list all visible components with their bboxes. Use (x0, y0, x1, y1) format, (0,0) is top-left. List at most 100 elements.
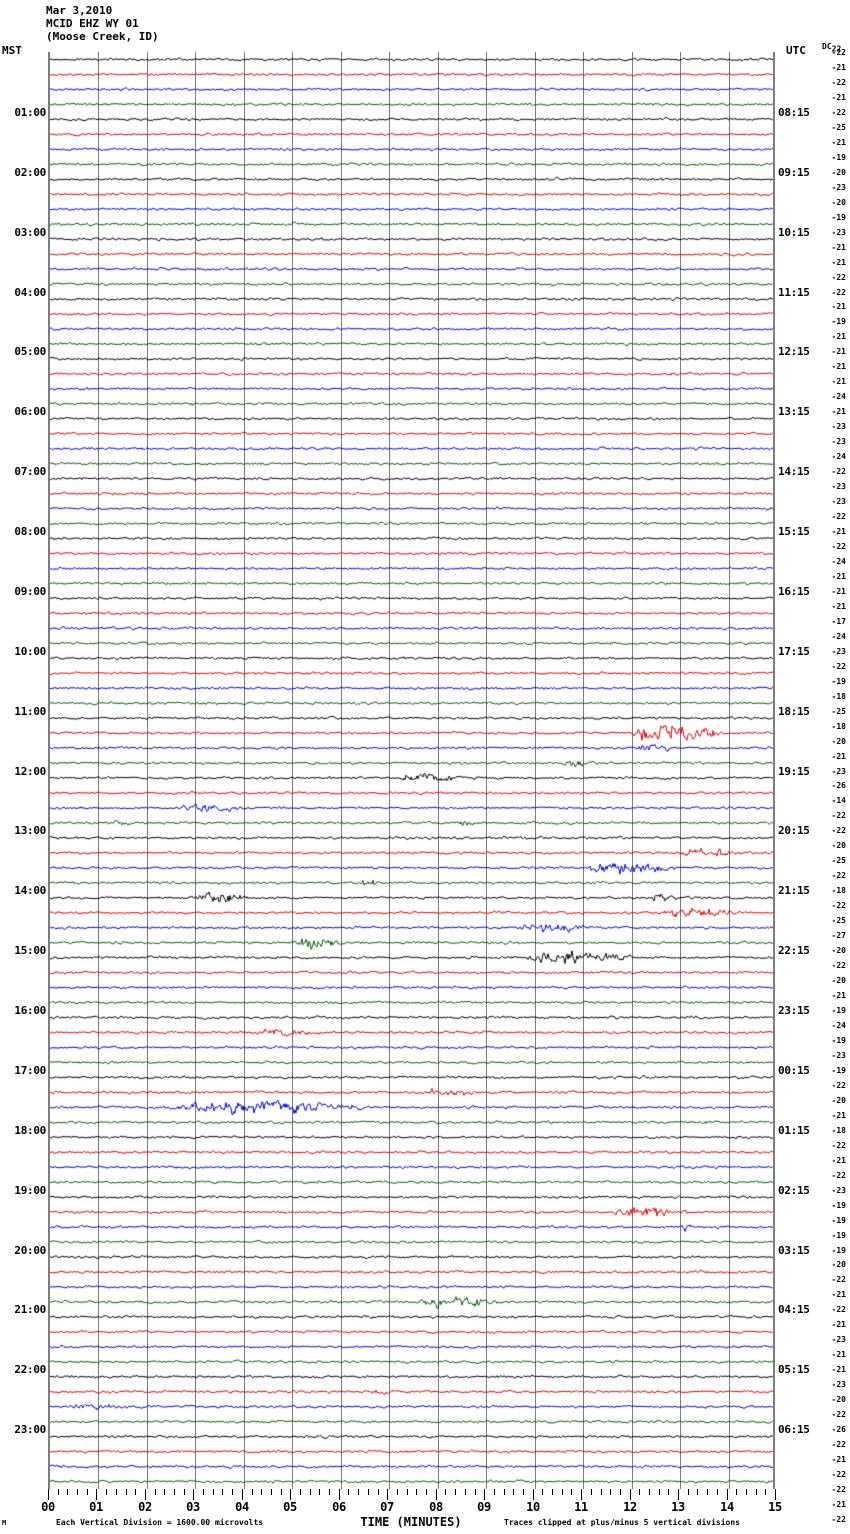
dc-value: -22 (831, 811, 846, 821)
x-tick-minor (688, 1489, 689, 1495)
dc-value: -22 (831, 1410, 846, 1420)
x-tick-minor (164, 1489, 165, 1495)
x-tick-minor (126, 1489, 127, 1495)
mst-time-label: 19:00 (14, 1183, 46, 1197)
x-tick-minor (155, 1489, 156, 1495)
x-tick-minor (668, 1489, 669, 1495)
dc-value: -19 (831, 1065, 846, 1075)
x-tick-minor (426, 1489, 427, 1495)
mst-time-label: 10:00 (14, 644, 46, 658)
header-location: (Moose Creek, ID) (46, 30, 159, 43)
x-tick-minor (445, 1489, 446, 1495)
utc-time-label: 18:15 (778, 704, 810, 718)
x-tick-major (96, 1489, 97, 1500)
x-tick-minor (184, 1489, 185, 1495)
dc-value: -21 (831, 1350, 846, 1360)
utc-time-label: 22:15 (778, 944, 810, 958)
mst-time-label: 04:00 (14, 285, 46, 299)
x-axis-tick-label: 05 (283, 1500, 297, 1514)
mst-time-label: 20:00 (14, 1243, 46, 1257)
dc-value: -22 (831, 961, 846, 971)
x-axis-tick-label: 11 (574, 1500, 588, 1514)
mst-time-label: 16:00 (14, 1004, 46, 1017)
dc-value: -22 (831, 1305, 846, 1315)
dc-value: -21 (831, 332, 846, 342)
x-tick-minor (358, 1489, 359, 1495)
dc-value: -21 (831, 377, 846, 387)
dc-value: -23 (831, 1050, 846, 1060)
x-tick-major (290, 1489, 291, 1500)
dc-value: -21 (831, 571, 846, 581)
dc-value: -23 (831, 482, 846, 492)
dc-value: -23 (831, 227, 846, 237)
dc-value: -23 (831, 1335, 846, 1345)
x-tick-minor (232, 1489, 233, 1495)
x-tick-major (48, 1489, 49, 1500)
dc-value: -18 (831, 1125, 846, 1135)
utc-time-label: 23:15 (778, 1004, 810, 1017)
x-tick-minor (213, 1489, 214, 1495)
dc-value: -22 (831, 512, 846, 522)
x-tick-minor (135, 1489, 136, 1495)
dc-value: -22 (831, 1440, 846, 1450)
dc-value: -21 (831, 1290, 846, 1300)
dc-value: -22 (831, 1140, 846, 1150)
dc-value: -19 (831, 1245, 846, 1255)
x-tick-major (145, 1489, 146, 1500)
dc-text: DC (822, 42, 832, 51)
dc-value: -20 (831, 736, 846, 746)
utc-time-label: 03:15 (778, 1243, 810, 1257)
dc-value: -22 (831, 1514, 846, 1524)
dc-value: -24 (831, 1020, 846, 1030)
x-tick-major (630, 1489, 631, 1500)
utc-time-label: 12:15 (778, 345, 810, 359)
x-tick-minor (523, 1489, 524, 1495)
dc-value: -27 (831, 931, 846, 941)
x-axis-tick-label: 01 (89, 1500, 103, 1514)
dc-value: -23 (831, 182, 846, 192)
dc-value: -21 (831, 1499, 846, 1509)
x-axis-tick-label: 04 (235, 1500, 249, 1514)
mst-time-label: 12:00 (14, 764, 46, 778)
x-tick-minor (67, 1489, 68, 1495)
x-tick-major (581, 1489, 582, 1500)
dc-value: -22 (831, 1470, 846, 1480)
utc-time-label: 17:15 (778, 644, 810, 658)
mst-time-label: 11:00 (14, 704, 46, 718)
x-axis-ticks (48, 1489, 776, 1501)
dc-value: -21 (831, 1110, 846, 1120)
dc-value: -24 (831, 631, 846, 641)
dc-value: -21 (831, 1320, 846, 1330)
x-tick-minor (310, 1489, 311, 1495)
dc-value: -22 (831, 661, 846, 671)
dc-value: -23 (831, 1380, 846, 1390)
x-tick-minor (639, 1489, 640, 1495)
dc-value: -21 (831, 1365, 846, 1375)
x-tick-minor (494, 1489, 495, 1495)
x-tick-minor (504, 1489, 505, 1495)
dc-value: -21 (831, 1455, 846, 1465)
mst-time-label: 01:00 (14, 105, 46, 119)
dc-value: -21 (831, 92, 846, 102)
x-axis-tick-label: 09 (477, 1500, 491, 1514)
utc-time-label: 21:15 (778, 884, 810, 898)
dc-value: -22 (831, 901, 846, 911)
mst-time-label: 07:00 (14, 465, 46, 479)
dc-value: -21 (831, 347, 846, 357)
dc-value: -21 (831, 302, 846, 312)
x-tick-minor (717, 1489, 718, 1495)
dc-value: -23 (831, 437, 846, 447)
dc-value: -19 (831, 676, 846, 686)
x-tick-major (533, 1489, 534, 1500)
utc-time-label: 08:15 (778, 105, 810, 119)
x-tick-major (339, 1489, 340, 1500)
dc-value: -19 (831, 1006, 846, 1015)
dc-value: -22 (831, 467, 846, 477)
mst-time-label: 22:00 (14, 1363, 46, 1377)
mst-time-label: 15:00 (14, 944, 46, 958)
x-tick-major (678, 1489, 679, 1500)
x-tick-minor (252, 1489, 253, 1495)
dc-value: -25 (831, 916, 846, 926)
clip-note: Traces clipped at plus/minus 5 vertical … (504, 1518, 741, 1527)
